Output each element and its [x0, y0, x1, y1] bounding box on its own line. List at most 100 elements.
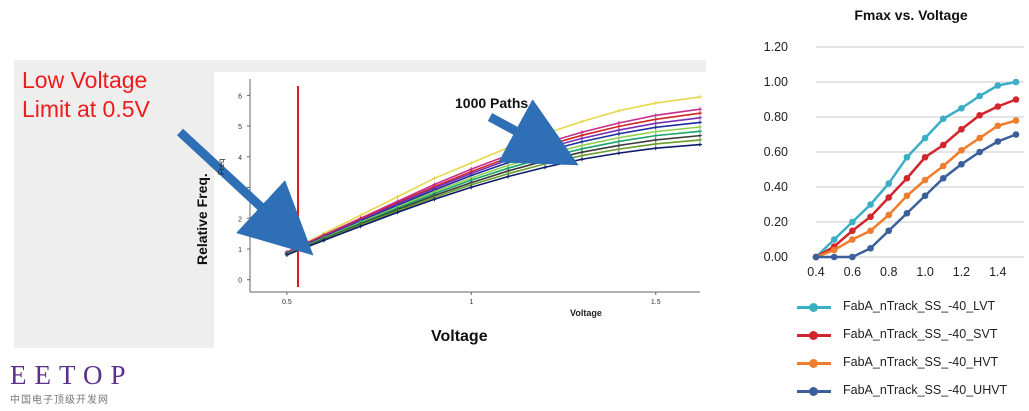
path-series-point — [358, 224, 363, 229]
y-tick-label: 5 — [238, 124, 242, 131]
path-series-point — [321, 238, 326, 243]
path-series-point — [616, 108, 621, 113]
callout-line-2: Limit at 0.5V — [22, 96, 150, 122]
path-series-line — [286, 143, 701, 256]
legend-marker-swatch — [809, 331, 818, 340]
series-point — [976, 148, 983, 156]
path-series-point — [432, 176, 437, 181]
legend-marker-swatch — [809, 303, 818, 312]
path-series-line — [286, 126, 701, 255]
path-series-point — [579, 150, 584, 155]
series-point — [958, 146, 965, 154]
path-series-point — [698, 94, 702, 99]
legend-item: FabA_nTrack_SS_-40_HVT — [795, 354, 1025, 382]
series-point — [921, 134, 929, 142]
series-line — [816, 133, 1017, 259]
series-point — [903, 209, 911, 217]
series-point — [939, 162, 947, 170]
path-series-point — [698, 115, 702, 120]
series-point — [994, 122, 1002, 130]
series-point — [885, 194, 893, 201]
series-point — [994, 103, 1002, 110]
y-axis-label: Relative Freq. — [194, 173, 210, 265]
x-tick-label: 1.5 — [651, 299, 661, 306]
series-point — [830, 236, 838, 243]
series-point — [830, 246, 838, 254]
legend-label: FabA_nTrack_SS_-40_HVT — [843, 355, 999, 369]
series-point — [867, 213, 874, 221]
series-point — [849, 253, 856, 261]
path-series-point — [698, 133, 702, 138]
path-series-point — [579, 139, 584, 144]
path-series-point — [432, 197, 437, 202]
legend-marker-swatch — [809, 359, 818, 368]
y-tick-label: 1.20 — [764, 40, 788, 54]
chart-title: Fmax vs. Voltage — [854, 7, 968, 23]
path-series-point — [616, 121, 621, 126]
series-point — [1012, 78, 1020, 86]
series-point — [1012, 117, 1020, 124]
series-point — [849, 218, 856, 226]
low-voltage-callout: Low Voltage Limit at 0.5V — [22, 66, 150, 124]
path-series-point — [698, 137, 702, 142]
series-point — [939, 174, 947, 182]
path-series-point — [543, 165, 548, 170]
path-series-point — [616, 143, 621, 148]
series-point — [903, 153, 911, 161]
path-series-line — [286, 139, 701, 256]
path-series-line — [286, 108, 701, 253]
series-point — [976, 92, 983, 100]
logo-text: EETOP — [10, 360, 134, 390]
path-series-point — [395, 210, 400, 215]
series-point — [976, 134, 983, 142]
path-series-point — [616, 135, 621, 140]
series-point — [885, 211, 893, 219]
x-tick-label: 0.6 — [844, 265, 861, 279]
x-tick-label: 1.2 — [953, 265, 970, 279]
path-series-point — [698, 107, 702, 112]
y-tick-label: 0.60 — [764, 145, 788, 159]
path-series-point — [579, 146, 584, 151]
series-point — [958, 104, 965, 112]
series-point — [867, 244, 874, 252]
inner-x-axis-label: Voltage — [570, 308, 602, 318]
x-tick-label: 0.4 — [807, 265, 824, 279]
x-axis-label: Voltage — [431, 328, 488, 345]
chart-legend: FabA_nTrack_SS_-40_LVT FabA_nTrack_SS_-40… — [795, 298, 1025, 410]
path-series-point — [653, 121, 658, 126]
series-point — [903, 192, 911, 200]
path-series-line — [286, 96, 701, 253]
path-series-point — [395, 194, 400, 199]
legend-item: FabA_nTrack_SS_-40_UHVT — [795, 382, 1025, 410]
x-tick-label: 1.0 — [916, 265, 933, 279]
path-series-point — [616, 131, 621, 136]
path-series-point — [653, 117, 658, 122]
path-series-point — [506, 174, 511, 179]
series-line — [815, 80, 1017, 258]
callout-arrow — [176, 128, 314, 256]
series-point — [867, 201, 874, 208]
path-series-line — [286, 121, 701, 255]
path-series-point — [698, 125, 702, 130]
path-series-point — [698, 142, 702, 147]
path-series-line — [286, 134, 701, 255]
path-series-point — [579, 136, 584, 141]
path-series-point — [579, 143, 584, 148]
callout-line-1: Low Voltage — [22, 67, 148, 93]
path-series-point — [579, 119, 584, 124]
path-series-point — [616, 128, 621, 133]
series-line — [815, 98, 1017, 259]
series-point — [830, 253, 838, 261]
x-tick-label: 1 — [469, 299, 473, 306]
series-point — [885, 180, 893, 187]
series-point — [1012, 131, 1020, 138]
path-series-point — [616, 139, 621, 144]
path-series-point — [653, 137, 658, 142]
paths-annotation: 1000 Paths — [455, 95, 528, 111]
legend-label: FabA_nTrack_SS_-40_LVT — [843, 299, 996, 313]
series-point — [849, 236, 856, 243]
legend-label: FabA_nTrack_SS_-40_SVT — [843, 327, 998, 341]
series-point — [994, 82, 1002, 89]
path-series-point — [653, 125, 658, 130]
legend-label: FabA_nTrack_SS_-40_UHVT — [843, 383, 1008, 397]
